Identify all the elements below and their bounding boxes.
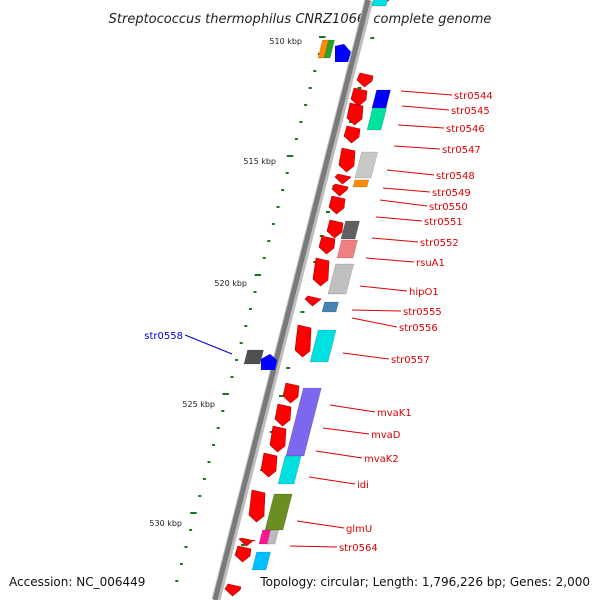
gene-arrow	[331, 183, 349, 197]
gene-label-str0551: str0551	[424, 217, 463, 228]
gene-arrow	[224, 583, 242, 597]
gene-arrow	[326, 219, 344, 239]
block-str0555	[321, 301, 339, 313]
accession-text: Accession: NC_006449	[9, 575, 145, 589]
label-leader-lines	[184, 90, 453, 548]
scale-labels: 510 kbp 515 kbp 520 kbp 525 kbp 530 kbp	[149, 37, 302, 528]
backbone-line	[212, 0, 371, 600]
leader-line	[375, 216, 423, 222]
leader-line	[393, 145, 441, 150]
gene-arrow	[304, 295, 322, 307]
leader-line	[400, 90, 453, 96]
gene-arrow	[312, 257, 330, 287]
leader-line	[184, 334, 233, 355]
gene-label-mvaD: mvaD	[371, 430, 401, 441]
block-glmU	[264, 493, 293, 531]
gene-label-str0545: str0545	[451, 106, 490, 117]
gene-label-hipO1: hipO1	[409, 287, 439, 298]
leader-line	[379, 199, 428, 207]
gene-arrow	[234, 545, 252, 563]
leader-line	[322, 427, 370, 435]
block-str0549	[352, 179, 370, 188]
gene-labels: str0544 str0545 str0546 str0547 str0548 …	[144, 91, 492, 554]
gene-arrow	[343, 125, 361, 144]
gene-label-glmU: glmU	[346, 524, 372, 535]
leader-line	[315, 450, 363, 459]
gene-label-mvaK1: mvaK1	[377, 408, 412, 419]
block-rsuA1	[336, 239, 358, 259]
scale-label-525: 525 kbp	[182, 400, 215, 409]
gene-label-idi: idi	[357, 480, 369, 491]
leader-line	[365, 257, 415, 263]
block-top	[371, 0, 388, 7]
gene-arrow	[328, 195, 346, 215]
gene-label-str0564: str0564	[339, 543, 378, 554]
gene-arrow	[350, 87, 368, 107]
block-str0546	[366, 107, 387, 131]
block-mvaK1	[285, 387, 322, 457]
topology-text: Topology: circular; Length: 1,796,226 bp…	[259, 575, 590, 589]
gene-label-str0557: str0557	[391, 355, 430, 366]
block-str0545	[371, 89, 391, 109]
gene-label-str0547: str0547	[442, 145, 481, 156]
leader-line	[359, 285, 408, 292]
leader-line	[371, 237, 419, 243]
scale-label-515: 515 kbp	[243, 157, 276, 166]
gene-label-str0544: str0544	[454, 91, 493, 102]
block-str0548	[354, 151, 378, 179]
gene-arrow	[334, 173, 352, 185]
leader-line	[308, 476, 356, 485]
gene-label-str0546: str0546	[446, 124, 485, 135]
scale-label-520: 520 kbp	[214, 279, 247, 288]
leader-line	[401, 105, 450, 111]
block-glmU-3	[266, 529, 279, 545]
block-idi	[277, 455, 302, 485]
leader-line	[351, 317, 398, 328]
map-title: Streptococcus thermophilus CNRZ1066, com…	[109, 12, 492, 27]
leader-line	[382, 187, 431, 193]
reverse-arrow-510	[335, 44, 351, 62]
reverse-arrow-str0558	[261, 354, 277, 370]
gene-arrow	[248, 489, 266, 523]
leader-line	[329, 404, 376, 413]
gene-label-str0548: str0548	[436, 171, 475, 182]
gene-label-str0549: str0549	[432, 188, 471, 199]
leader-line	[342, 352, 390, 360]
block-hipO1	[327, 263, 354, 295]
gene-arrow	[338, 147, 356, 173]
gene-features	[224, 0, 391, 597]
leader-line	[397, 124, 445, 129]
scale-label-510: 510 kbp	[269, 37, 302, 46]
gene-label-str0552: str0552	[420, 238, 459, 249]
gene-arrow	[282, 382, 300, 404]
leader-line	[289, 545, 338, 548]
genome-backbone	[211, 0, 374, 600]
block-str0558	[243, 349, 264, 365]
leader-line	[296, 520, 345, 529]
gene-arrow	[318, 235, 336, 255]
block-str0564	[251, 551, 271, 571]
gene-label-str0555: str0555	[403, 307, 442, 318]
gene-label-rsuA1: rsuA1	[416, 258, 445, 269]
gene-label-str0550: str0550	[429, 202, 468, 213]
leader-line	[351, 309, 402, 312]
scale-label-530: 530 kbp	[149, 519, 182, 528]
gene-label-str0556: str0556	[399, 323, 438, 334]
gene-arrow	[260, 452, 278, 478]
gene-label-str0558: str0558	[144, 331, 183, 342]
gene-label-mvaK2: mvaK2	[364, 454, 399, 465]
block-510-b	[323, 39, 335, 59]
gene-arrow	[346, 102, 364, 126]
leader-line	[386, 169, 435, 176]
gene-arrow	[274, 403, 292, 427]
gene-arrow	[294, 324, 312, 358]
gene-arrow	[356, 72, 374, 88]
gene-arrow	[269, 425, 287, 453]
block-str0551	[340, 220, 360, 240]
gene-arrow	[238, 537, 256, 547]
block-str0557	[309, 329, 337, 363]
